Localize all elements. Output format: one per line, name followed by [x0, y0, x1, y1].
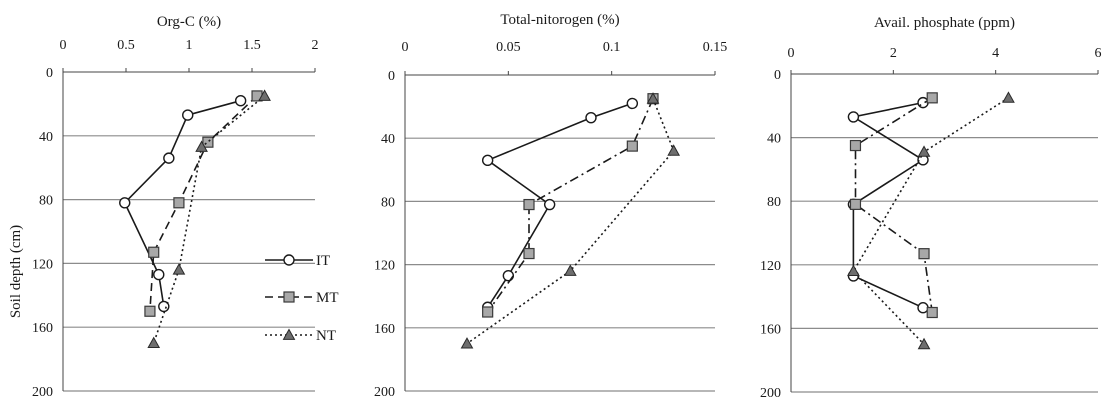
y-tick-label: 80	[39, 194, 53, 209]
y-tick-label: 40	[767, 132, 781, 147]
legend-marker-mt	[283, 291, 295, 303]
data-point-mt	[202, 136, 214, 148]
x-tick-label: 0.5	[117, 38, 135, 53]
x-tick-label: 0	[402, 40, 409, 55]
avail-phosphate-panel: Avail. phosphate (ppm) 0 40 80 120 160 200 0 2 4 6	[760, 15, 1102, 401]
data-point-mt	[482, 306, 494, 318]
series-line-mt	[149, 95, 258, 312]
data-point-nt	[195, 140, 208, 152]
data-point-it	[182, 109, 194, 121]
y-tick-label: 80	[381, 195, 395, 210]
series-nt	[847, 91, 1015, 350]
y-tick-label: 120	[32, 257, 53, 272]
series-it	[481, 97, 639, 313]
series-line-mt	[487, 98, 654, 313]
data-point-it	[626, 97, 639, 110]
x-tick-label: 4	[992, 46, 999, 61]
legend-marker-it	[283, 254, 295, 266]
x-axis-title: Total-nitorogen (%)	[500, 12, 619, 28]
y-tick-label: 120	[374, 259, 395, 274]
data-point-mt	[173, 197, 185, 209]
x-axis-title: Org-C (%)	[157, 14, 221, 30]
series-it	[119, 95, 247, 313]
data-point-nt	[172, 263, 186, 275]
x-tick-label: 1	[186, 38, 193, 53]
legend-label-nt: NT	[316, 328, 336, 344]
data-point-it	[917, 96, 929, 109]
legend: IT MT NT	[265, 253, 339, 344]
x-tick-label: 6	[1095, 46, 1102, 61]
y-tick-label: 160	[760, 322, 781, 337]
org-c-panel: Org-C (%) 0 40 80 120 160 200 0 0.5 1 1.5 2 Soil dep…	[8, 14, 319, 400]
series-line-it	[851, 101, 925, 309]
series-nt	[460, 92, 681, 349]
y-tick-label: 40	[381, 132, 395, 147]
data-point-it	[119, 197, 131, 209]
legend-label-it: IT	[316, 253, 330, 269]
y-tick-label: 0	[388, 69, 395, 84]
series-line-nt	[466, 98, 675, 345]
data-point-mt	[626, 140, 638, 152]
data-point-mt	[144, 305, 156, 317]
y-tick-label: 200	[374, 385, 395, 400]
y-tick-label: 80	[767, 195, 781, 210]
x-tick-label: 0.1	[603, 40, 621, 55]
data-point-nt	[258, 89, 271, 101]
x-tick-label: 2	[312, 38, 319, 53]
data-point-it	[234, 95, 247, 107]
y-tick-label: 40	[39, 130, 53, 145]
data-point-it	[847, 111, 860, 123]
data-point-mt	[523, 247, 535, 260]
data-point-nt	[460, 337, 474, 349]
data-point-nt	[563, 264, 577, 276]
data-point-mt	[849, 198, 862, 210]
series-nt	[147, 89, 271, 349]
data-point-it	[543, 198, 556, 211]
data-point-nt	[917, 337, 931, 350]
total-nitrogen-panel: Total-nitorogen (%) 0 40 80 120 160 200 0 0.05 0.…	[374, 12, 727, 400]
y-tick-label: 200	[760, 386, 781, 401]
series-line-nt	[152, 95, 266, 344]
data-point-mt	[849, 139, 862, 152]
legend-label-mt: MT	[316, 290, 339, 306]
data-point-nt	[667, 144, 681, 156]
y-axis-title: Soil depth (cm)	[8, 225, 24, 318]
x-axis-title: Avail. phosphate (ppm)	[874, 15, 1015, 31]
legend-marker-nt	[282, 328, 296, 340]
x-tick-label: 2	[890, 46, 897, 61]
series-line-mt	[854, 97, 933, 313]
data-point-it	[481, 154, 494, 167]
y-tick-label: 160	[32, 321, 53, 336]
data-point-mt	[148, 246, 160, 258]
data-point-nt	[917, 145, 931, 157]
x-tick-label: 0	[788, 46, 795, 61]
data-point-it	[917, 302, 929, 314]
data-point-it	[163, 152, 175, 164]
data-point-nt	[147, 336, 161, 349]
data-point-mt	[926, 306, 938, 319]
x-tick-label: 0.15	[703, 40, 728, 55]
y-tick-label: 200	[32, 385, 53, 400]
y-tick-label: 160	[374, 322, 395, 337]
x-tick-label: 0	[60, 38, 67, 53]
y-tick-label: 120	[760, 259, 781, 274]
data-point-mt	[926, 92, 938, 104]
x-tick-label: 0.05	[496, 40, 521, 55]
data-point-mt	[918, 248, 930, 260]
data-point-it	[585, 111, 597, 124]
data-point-nt	[1002, 91, 1015, 103]
series-mt	[849, 92, 938, 319]
y-tick-label: 0	[46, 66, 53, 81]
x-tick-label: 1.5	[243, 38, 261, 53]
series-mt	[482, 93, 659, 318]
data-point-mt	[523, 198, 535, 211]
y-tick-label: 0	[774, 68, 781, 83]
data-point-it	[153, 268, 165, 281]
series-line-it	[486, 102, 633, 308]
data-point-nt	[646, 92, 660, 104]
data-point-nt	[847, 264, 860, 277]
series-line-nt	[852, 97, 1009, 345]
series-mt	[144, 90, 263, 317]
